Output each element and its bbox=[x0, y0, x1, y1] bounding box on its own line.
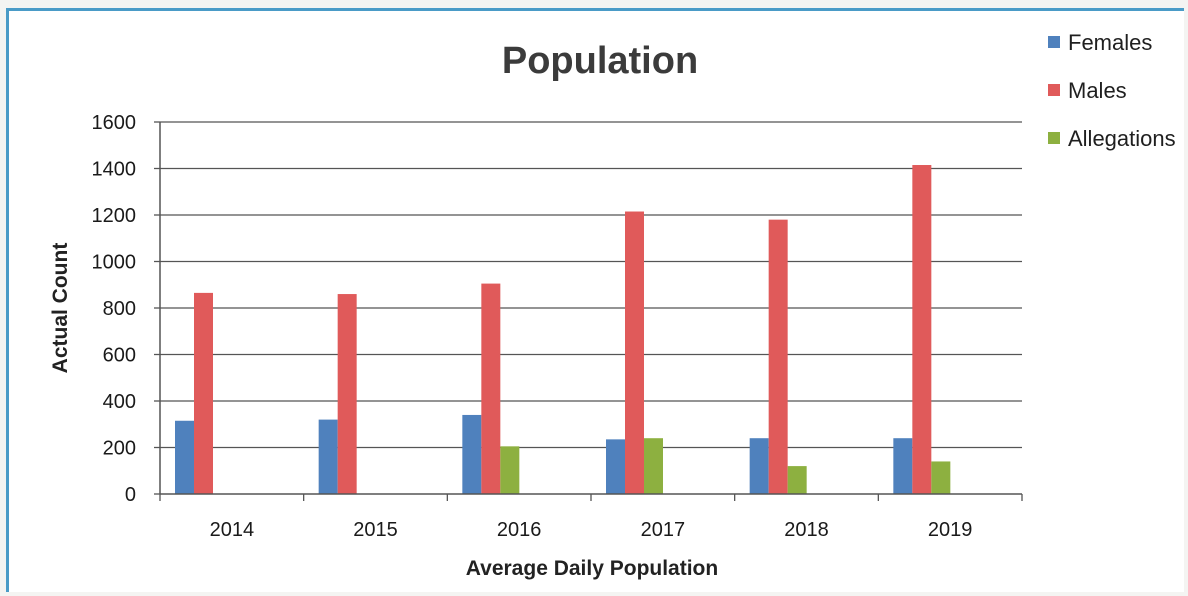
axes bbox=[154, 121, 1023, 501]
y-tick-label: 600 bbox=[103, 345, 136, 367]
bar-males-2016 bbox=[481, 283, 501, 494]
gridlines bbox=[160, 121, 1022, 449]
bar-males-2017 bbox=[625, 211, 644, 494]
x-tick-label: 2017 bbox=[641, 519, 686, 541]
y-tick-label: 1400 bbox=[92, 159, 137, 181]
legend-swatch-females bbox=[1048, 36, 1060, 48]
y-axis-title: Actual Count bbox=[49, 243, 72, 374]
bar-males-2018 bbox=[768, 219, 788, 494]
y-tick-label: 1200 bbox=[92, 205, 137, 227]
x-tick-label: 2016 bbox=[497, 519, 542, 541]
bar-females-2019 bbox=[893, 438, 913, 494]
y-tick-label: 200 bbox=[103, 438, 136, 460]
bar-females-2014 bbox=[175, 420, 194, 494]
bar-females-2016 bbox=[462, 414, 482, 494]
x-tick-label: 2018 bbox=[784, 519, 829, 541]
legend: Females Males Allegations bbox=[1048, 30, 1176, 151]
legend-label-females: Females bbox=[1068, 30, 1152, 55]
legend-label-males: Males bbox=[1068, 78, 1127, 103]
x-tick-label: 2014 bbox=[210, 519, 255, 541]
bar-males-2015 bbox=[337, 294, 357, 494]
bar-allegations-2017 bbox=[644, 438, 663, 494]
bar-males-2019 bbox=[912, 165, 932, 494]
bar-females-2015 bbox=[318, 419, 338, 494]
bar-allegations-2019 bbox=[931, 461, 951, 494]
y-tick-label: 400 bbox=[103, 391, 136, 413]
y-tick-label: 0 bbox=[125, 484, 136, 506]
bar-allegations-2018 bbox=[787, 466, 807, 494]
legend-swatch-allegations bbox=[1048, 132, 1060, 144]
x-axis-title: Average Daily Population bbox=[466, 557, 718, 580]
bar-males-2014 bbox=[194, 292, 213, 494]
bar-females-2017 bbox=[606, 439, 625, 494]
chart-title: Population bbox=[502, 40, 698, 82]
bar-allegations-2016 bbox=[500, 446, 520, 494]
y-tick-label: 1000 bbox=[92, 252, 137, 274]
legend-swatch-males bbox=[1048, 84, 1060, 96]
bars bbox=[175, 165, 951, 494]
x-tick-label: 2019 bbox=[928, 519, 973, 541]
x-tick-labels: 2014 2015 2016 2017 2018 2019 bbox=[210, 519, 973, 541]
y-tick-label: 1600 bbox=[92, 112, 137, 134]
y-tick-labels: 0 200 400 600 800 1000 1200 1400 1600 bbox=[92, 112, 137, 506]
legend-label-allegations: Allegations bbox=[1068, 126, 1176, 151]
bar-females-2018 bbox=[749, 438, 769, 494]
y-tick-label: 800 bbox=[103, 298, 136, 320]
x-tick-label: 2015 bbox=[353, 519, 398, 541]
